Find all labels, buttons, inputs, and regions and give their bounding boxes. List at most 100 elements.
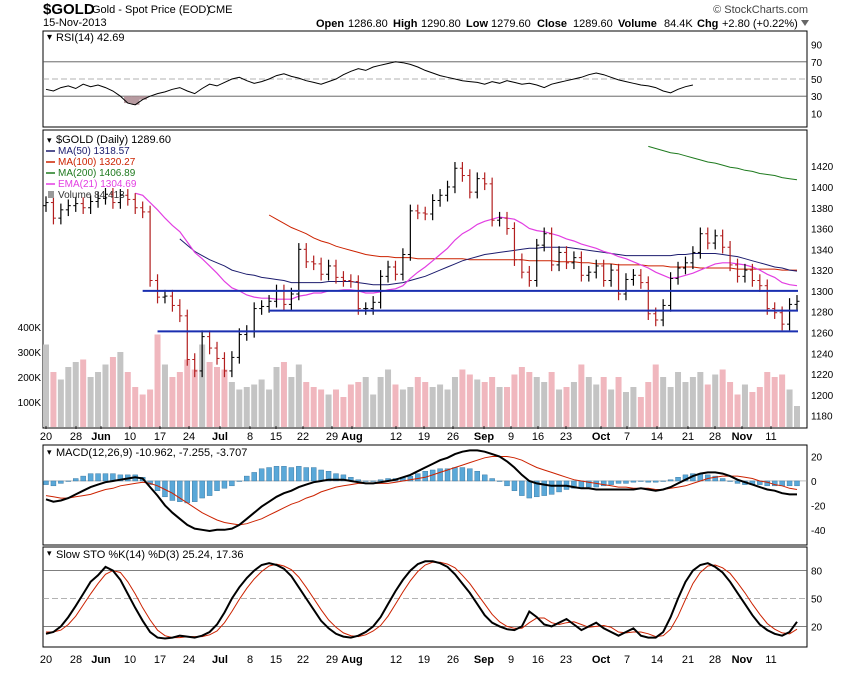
volume-bar: [689, 377, 696, 427]
volume-bar: [675, 372, 682, 427]
volume-bar: [132, 387, 139, 427]
macd-histogram-bar: [459, 467, 466, 482]
volume-bar: [43, 344, 49, 427]
macd-histogram-bar: [65, 480, 72, 482]
macd-histogram-bar: [437, 468, 443, 482]
volume-bar: [87, 377, 94, 427]
price-marker-icon: ▾: [47, 135, 52, 145]
sto-x-label: 28: [70, 654, 82, 666]
volume-bar: [102, 364, 109, 427]
macd-histogram-bar: [177, 480, 183, 502]
macd-histogram-bar: [296, 466, 302, 482]
legend-volume: Volume 84,413: [58, 190, 125, 201]
macd-histogram-bar: [571, 480, 577, 489]
volume-bar: [756, 387, 763, 427]
macd-histogram-bar: [221, 480, 228, 489]
volume-bar: [541, 382, 548, 427]
volume-bar: [199, 344, 206, 427]
macd-tick-label: 0: [811, 477, 817, 488]
volume-bar: [385, 369, 392, 427]
rsi-oversold-fill: [131, 96, 140, 105]
price-x-label: 22: [297, 431, 309, 443]
volume-bar: [340, 397, 347, 427]
volume-bar: [556, 389, 563, 427]
sto-x-label: 28: [709, 654, 721, 666]
macd-histogram-bar: [281, 466, 287, 482]
exchange-label: CME: [208, 4, 232, 16]
volume-bar: [80, 359, 87, 427]
volume-bar: [578, 364, 585, 427]
high-value: 1290.80: [421, 18, 461, 30]
ohlc-summary: Open 1286.80 High 1290.80 Low 1279.60 Cl…: [316, 18, 798, 30]
volume-bar: [437, 384, 444, 427]
sto-x-label: 12: [390, 654, 402, 666]
price-x-label: 26: [447, 431, 459, 443]
rsi-tick-label: 90: [811, 41, 823, 52]
legend-entry: MA(50) 1318.57: [58, 146, 130, 157]
legend-entry: MA(200) 1406.89: [58, 168, 136, 179]
volume-bar: [370, 394, 377, 427]
volume-bar: [466, 374, 473, 427]
macd-histogram-bar: [50, 480, 57, 487]
volume-bar: [303, 382, 310, 427]
volume-bar: [295, 364, 302, 427]
legend-price: $GOLD (Daily) 1289.60: [56, 134, 171, 146]
rsi-oversold-fill: [138, 96, 147, 100]
volume-bar: [511, 374, 518, 427]
macd-histogram-bar: [645, 480, 651, 483]
macd-histogram-bar: [258, 468, 265, 482]
price-x-label: 17: [154, 431, 166, 443]
macd-histogram-bar: [608, 480, 614, 485]
volume-bar: [652, 364, 659, 427]
rsi-line: [45, 61, 694, 106]
sto-x-label: 21: [682, 654, 694, 666]
volume-bar: [109, 357, 116, 427]
sto-x-label: Jun: [91, 654, 111, 666]
macd-histogram-bar: [526, 480, 533, 499]
macd-histogram-bar: [794, 480, 800, 487]
price-tick-label: 1320: [811, 266, 834, 277]
price-x-label: 9: [508, 431, 514, 443]
price-x-label: 14: [651, 431, 663, 443]
macd-histogram-bar: [80, 475, 86, 482]
volume-bar: [712, 374, 719, 427]
macd-histogram-bar: [734, 480, 741, 484]
close-value: 1289.60: [573, 18, 613, 30]
sto-tick-label: 50: [811, 595, 823, 606]
macd-histogram-bar: [712, 475, 718, 482]
sto-x-label: 19: [418, 654, 430, 666]
scroll-arrow-icon[interactable]: [801, 20, 809, 26]
volume-bar: [355, 382, 362, 427]
sto-x-label: 16: [532, 654, 544, 666]
volume-bar: [570, 382, 577, 427]
volume-bar: [734, 394, 741, 427]
volume-bar: [347, 384, 354, 427]
volume-tick-label: 200K: [18, 373, 42, 384]
volume-bar: [741, 384, 748, 427]
macd-histogram-bar: [214, 480, 220, 491]
sto-tick-label: 20: [811, 622, 823, 633]
ma200-line: [648, 145, 798, 181]
price-x-label: 24: [183, 431, 195, 443]
price-tick-label: 1260: [811, 328, 834, 339]
price-layer: 100K 200K 300K 400K 1180 1200 1220 1240 1260 1280…: [18, 134, 834, 427]
macd-histogram-bar: [534, 480, 540, 498]
ma50-line: [179, 238, 798, 286]
macd-histogram-bar: [310, 467, 317, 482]
macd-histogram-bar: [43, 480, 49, 485]
rsi-title: RSI(14) 42.69: [56, 32, 124, 44]
macd-histogram-bar: [117, 474, 124, 482]
volume-bar: [169, 377, 176, 427]
macd-title: MACD(12,26,9) -10.962, -7.255, -3.707: [56, 447, 247, 459]
price-x-label: Oct: [592, 431, 611, 443]
volume-bar: [794, 406, 800, 427]
volume-bar: [206, 362, 213, 427]
macd-histogram-bar: [615, 480, 622, 484]
sto-x-label: 14: [651, 654, 663, 666]
macd-histogram-bar: [333, 473, 339, 482]
macd-signal-line: [45, 456, 798, 526]
sto-k-line: [45, 560, 798, 640]
copyright-label: © StockCharts.com: [713, 4, 808, 16]
high-label: High: [393, 18, 418, 30]
